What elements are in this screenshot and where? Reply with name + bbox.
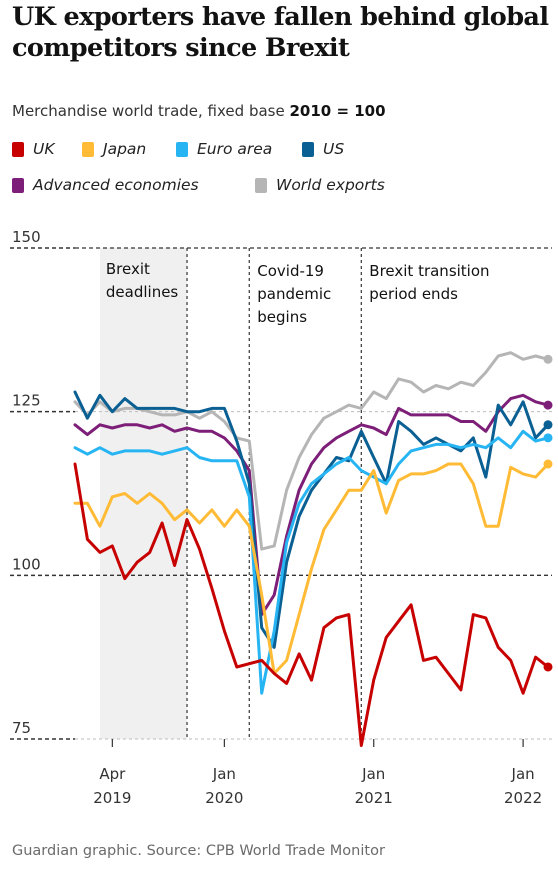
chart-title: UK exporters have fallen behind global c…	[12, 2, 549, 63]
shaded-region-label: Brexit	[106, 260, 150, 278]
legend-label-advanced-economies: Advanced economies	[33, 176, 199, 194]
series-line-advanced-economies	[73, 393, 550, 617]
event-marker-label: begins	[257, 308, 307, 326]
x-tick-label: Jan	[361, 765, 385, 783]
x-tick-year: 2022	[504, 789, 542, 807]
x-tick-label: Jan	[212, 765, 236, 783]
series-end-point-world-exports	[543, 354, 553, 364]
line-chart: Brexit deadlines 75 100 125 150 Covid-19 pandem…	[10, 228, 553, 807]
legend-item-world-exports: World exports	[255, 176, 385, 194]
legend-item-japan: Japan	[82, 140, 146, 158]
y-tick-label: 75	[12, 719, 31, 737]
series-line-euro-area	[73, 429, 550, 695]
x-tick-label: Apr	[99, 765, 126, 783]
event-marker-label: Brexit transition	[369, 262, 489, 280]
legend-item-uk: UK	[12, 140, 55, 158]
series-line-uk	[73, 462, 550, 747]
series-line-us	[73, 390, 550, 649]
legend-item-euro-area: Euro area	[176, 140, 272, 158]
series-end-point-euro-area	[543, 433, 553, 443]
event-marker-label: period ends	[369, 285, 458, 303]
legend-swatch-advanced-economies	[12, 177, 24, 193]
x-tick-label: Jan	[511, 765, 535, 783]
x-tick-year: 2021	[355, 789, 393, 807]
y-tick-label: 150	[12, 228, 41, 246]
series-end-point-uk	[543, 662, 553, 672]
series-line-japan	[73, 462, 550, 675]
legend-label-us: US	[323, 140, 345, 158]
subtitle-prefix: Merchandise world trade, fixed base	[12, 102, 290, 120]
legend-swatch-euro-area	[176, 141, 188, 157]
legend-swatch-japan	[82, 141, 94, 157]
legend-swatch-world-exports	[255, 177, 267, 193]
x-tick-year: 2020	[205, 789, 243, 807]
x-tick-year: 2019	[93, 789, 131, 807]
subtitle-base: 2010 = 100	[289, 102, 386, 120]
legend-label-uk: UK	[33, 140, 55, 158]
legend-item-us: US	[302, 140, 344, 158]
event-marker-label: pandemic	[257, 285, 331, 303]
shaded-region-label: deadlines	[106, 283, 179, 301]
chart-subtitle: Merchandise world trade, fixed base 2010…	[12, 102, 386, 120]
legend-swatch-us	[302, 141, 314, 157]
series-line-world-exports	[73, 351, 550, 551]
legend-label-euro-area: Euro area	[197, 140, 273, 158]
series-end-point-japan	[543, 459, 553, 469]
shaded-region	[99, 248, 188, 739]
event-marker-label: Covid-19	[257, 262, 324, 280]
series-end-point-advanced-economies	[543, 400, 553, 410]
series-end-point-us	[543, 420, 553, 430]
source-note: Guardian graphic. Source: CPB World Trad…	[12, 843, 385, 859]
legend-swatch-uk	[12, 141, 24, 157]
legend-item-advanced-economies: Advanced economies	[12, 176, 199, 194]
legend-label-japan: Japan	[103, 140, 147, 158]
legend-label-world-exports: World exports	[276, 176, 385, 194]
y-tick-label: 100	[12, 555, 41, 573]
legend: UK Japan Euro area US Advanced economies…	[12, 140, 552, 200]
y-tick-label: 125	[12, 392, 41, 410]
